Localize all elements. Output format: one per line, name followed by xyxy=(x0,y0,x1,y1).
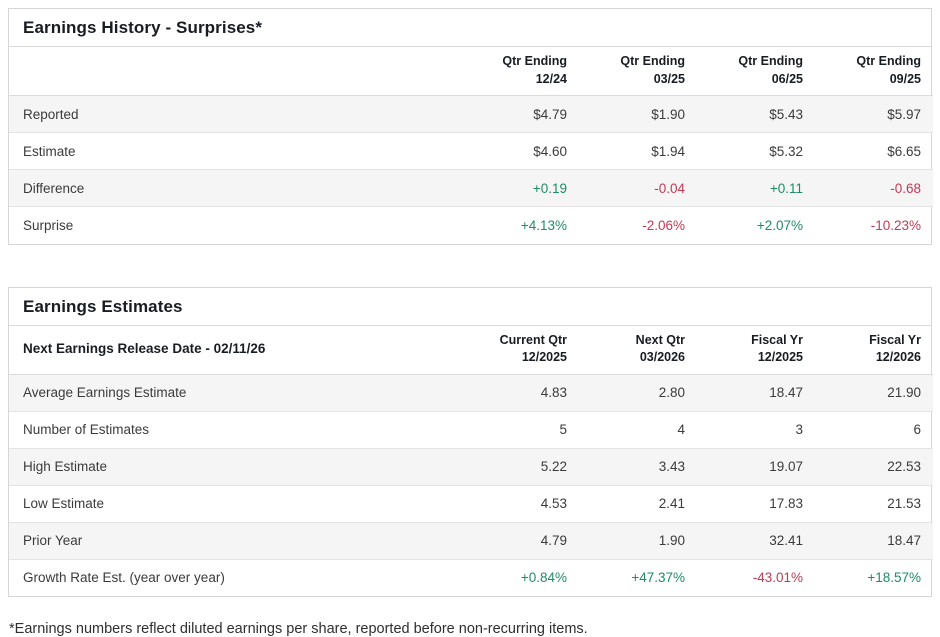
value-cell: 19.07 xyxy=(697,447,815,485)
value-cell: +0.84% xyxy=(461,558,579,596)
column-header: Fiscal Yr 12/2025 xyxy=(697,325,815,375)
value-cell: $5.32 xyxy=(697,132,815,170)
value-cell: +0.19 xyxy=(461,169,579,207)
value-cell: 4 xyxy=(579,410,697,448)
column-header: Qtr Ending 06/25 xyxy=(697,47,815,96)
column-header: Qtr Ending 03/25 xyxy=(579,47,697,96)
value-cell: -0.68 xyxy=(815,169,933,207)
table-row: Number of Estimates 5 4 3 6 xyxy=(9,410,933,448)
row-label: Growth Rate Est. (year over year) xyxy=(9,558,461,596)
value-cell: 3.43 xyxy=(579,447,697,485)
value-cell: +0.11 xyxy=(697,169,815,207)
value-cell: 1.90 xyxy=(579,521,697,559)
footnote: *Earnings numbers reflect diluted earnin… xyxy=(9,621,588,637)
value-cell: 5 xyxy=(461,410,579,448)
value-cell: 2.80 xyxy=(579,373,697,411)
value-cell: -10.23% xyxy=(815,206,933,244)
value-cell: +47.37% xyxy=(579,558,697,596)
value-cell: 21.53 xyxy=(815,484,933,522)
corner-cell xyxy=(9,47,461,96)
table-row: Growth Rate Est. (year over year) +0.84%… xyxy=(9,558,933,596)
value-cell: $1.90 xyxy=(579,95,697,133)
value-cell: $6.65 xyxy=(815,132,933,170)
row-label: Difference xyxy=(9,169,461,207)
header-row: Qtr Ending 12/24 Qtr Ending 03/25 Qtr En… xyxy=(9,47,933,96)
value-cell: 18.47 xyxy=(815,521,933,559)
column-header: Qtr Ending 09/25 xyxy=(815,47,933,96)
value-cell: 17.83 xyxy=(697,484,815,522)
value-cell: 21.90 xyxy=(815,373,933,411)
earnings-estimates-table: Next Earnings Release Date - 02/11/26 Cu… xyxy=(9,325,933,596)
table-row: Difference +0.19 -0.04 +0.11 -0.68 xyxy=(9,169,933,207)
value-cell: $1.94 xyxy=(579,132,697,170)
row-label: High Estimate xyxy=(9,447,461,485)
earnings-history-section: Earnings History - Surprises* Qtr Ending… xyxy=(8,8,933,245)
header-row: Next Earnings Release Date - 02/11/26 Cu… xyxy=(9,325,933,375)
row-label: Average Earnings Estimate xyxy=(9,373,461,411)
table-row: Prior Year 4.79 1.90 32.41 18.47 xyxy=(9,521,933,559)
value-cell: 32.41 xyxy=(697,521,815,559)
value-cell: -2.06% xyxy=(579,206,697,244)
value-cell: 5.22 xyxy=(461,447,579,485)
value-cell: 2.41 xyxy=(579,484,697,522)
value-cell: +18.57% xyxy=(815,558,933,596)
table-row: Reported $4.79 $1.90 $5.43 $5.97 xyxy=(9,95,933,133)
value-cell: +4.13% xyxy=(461,206,579,244)
table-row: Average Earnings Estimate 4.83 2.80 18.4… xyxy=(9,373,933,411)
column-header: Qtr Ending 12/24 xyxy=(461,47,579,96)
value-cell: -0.04 xyxy=(579,169,697,207)
table-row: High Estimate 5.22 3.43 19.07 22.53 xyxy=(9,447,933,485)
value-cell: +2.07% xyxy=(697,206,815,244)
value-cell: $4.79 xyxy=(461,95,579,133)
row-label: Prior Year xyxy=(9,521,461,559)
row-label: Low Estimate xyxy=(9,484,461,522)
value-cell: 3 xyxy=(697,410,815,448)
row-label: Estimate xyxy=(9,132,461,170)
earnings-estimates-section: Earnings Estimates Next Earnings Release… xyxy=(8,286,933,597)
table-row: Estimate $4.60 $1.94 $5.32 $6.65 xyxy=(9,132,933,170)
value-cell: 22.53 xyxy=(815,447,933,485)
value-cell: 4.83 xyxy=(461,373,579,411)
row-label: Reported xyxy=(9,95,461,133)
value-cell: $5.43 xyxy=(697,95,815,133)
value-cell: 4.79 xyxy=(461,521,579,559)
column-header: Fiscal Yr 12/2026 xyxy=(815,325,933,375)
value-cell: $5.97 xyxy=(815,95,933,133)
row-label: Number of Estimates xyxy=(9,410,461,448)
table-row: Surprise +4.13% -2.06% +2.07% -10.23% xyxy=(9,206,933,244)
value-cell: 4.53 xyxy=(461,484,579,522)
value-cell: 6 xyxy=(815,410,933,448)
earnings-history-table: Qtr Ending 12/24 Qtr Ending 03/25 Qtr En… xyxy=(9,47,933,244)
table-row: Low Estimate 4.53 2.41 17.83 21.53 xyxy=(9,484,933,522)
earnings-estimates-title: Earnings Estimates xyxy=(9,288,931,326)
value-cell: $4.60 xyxy=(461,132,579,170)
value-cell: -43.01% xyxy=(697,558,815,596)
row-label: Surprise xyxy=(9,206,461,244)
column-header: Current Qtr 12/2025 xyxy=(461,325,579,375)
value-cell: 18.47 xyxy=(697,373,815,411)
earnings-history-title: Earnings History - Surprises* xyxy=(9,9,931,47)
next-earnings-release-date: Next Earnings Release Date - 02/11/26 xyxy=(9,325,461,375)
column-header: Next Qtr 03/2026 xyxy=(579,325,697,375)
earnings-page: Earnings History - Surprises* Qtr Ending… xyxy=(8,8,933,637)
